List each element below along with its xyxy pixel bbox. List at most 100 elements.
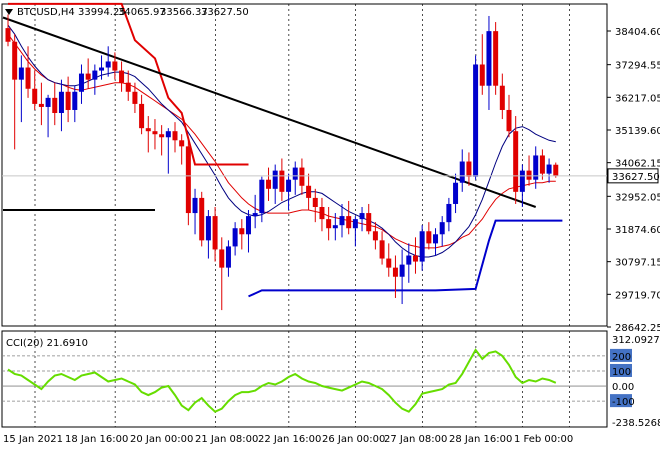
candle-body	[319, 206, 325, 220]
candle-body	[352, 219, 358, 229]
candle-body	[45, 97, 51, 107]
candle-body	[92, 70, 98, 80]
candle-body	[279, 170, 285, 192]
candle-body	[219, 249, 225, 268]
candle-body	[372, 231, 378, 241]
chart-header: BTCUSD,H4 33994.25 34065.97 33566.37 336…	[5, 7, 249, 18]
candle-body	[172, 131, 178, 141]
candle-body	[459, 161, 465, 183]
candle-body	[119, 70, 125, 83]
candle-body	[32, 88, 38, 104]
time-tick-label: 18 Jan 16:00	[65, 434, 128, 445]
price-axis: 38404.60 37294.55 36217.05 35139.60 34062.15…	[2, 27, 660, 334]
candle-body	[286, 179, 292, 192]
candle-body	[386, 258, 392, 268]
candle-body	[12, 41, 18, 80]
price-tick-label: 38404.60	[615, 27, 660, 38]
candle-body	[346, 216, 352, 229]
candle-body	[326, 219, 332, 229]
candle-body	[439, 222, 445, 235]
header-high: 34065.97	[118, 7, 166, 18]
candle-body	[486, 31, 492, 86]
candle-body	[526, 170, 532, 180]
current-price-tag	[607, 168, 659, 184]
header-low: 33566.37	[160, 7, 208, 18]
price-tick-label: 29719.70	[615, 290, 660, 301]
candle-body	[145, 128, 151, 132]
candle-body	[332, 225, 338, 229]
time-axis: 15 Jan 2021 18 Jan 16:00 20 Jan 00:00 21 Ja…	[3, 434, 573, 445]
cci-line	[7, 348, 557, 413]
cci-tick-label: 0.00	[612, 382, 634, 393]
candle-body	[506, 109, 512, 132]
header-close: 33627.50	[201, 7, 249, 18]
moving-average-line	[7, 33, 556, 249]
candle-body	[212, 216, 218, 250]
candle-body	[292, 167, 298, 180]
candle-body	[539, 155, 545, 174]
trend-line	[8, 2, 249, 166]
candle-body	[312, 197, 318, 207]
candle-body	[159, 134, 165, 138]
candle-body	[245, 216, 251, 235]
candle-body	[392, 267, 398, 277]
candle-body	[125, 82, 131, 92]
time-tick-label: 1 Feb 00:00	[514, 434, 573, 445]
candle-body	[78, 73, 84, 92]
cci-indicator: 312.0927 200 100 0.00 -100 -238.5268	[2, 335, 660, 429]
cci-tick-label: 200	[612, 352, 631, 363]
candle-body	[52, 97, 58, 114]
candle-body	[18, 67, 24, 80]
cci-level-tag	[610, 394, 632, 408]
time-tick-label: 15 Jan 2021	[3, 434, 63, 445]
candle-body	[272, 170, 278, 189]
cci-tick-label: -100	[612, 397, 635, 408]
time-tick-label: 28 Jan 16:00	[449, 434, 512, 445]
cci-label: CCI(20) 21.6910	[6, 338, 88, 349]
trend-line	[248, 219, 563, 298]
candle-body	[105, 61, 111, 68]
candle-body	[252, 213, 258, 217]
candle-body	[479, 64, 485, 86]
candle-body	[419, 231, 425, 262]
candle-body	[306, 185, 312, 198]
candle-body	[185, 146, 191, 214]
time-tick-label: 27 Jan 08:00	[384, 434, 447, 445]
cci-tick-label: 312.0927	[612, 335, 660, 346]
candle-body	[446, 203, 452, 223]
candle-body	[205, 216, 211, 241]
candle-body	[339, 216, 345, 226]
current-price-label: 33627.50	[612, 172, 660, 183]
price-tick-label: 35139.60	[615, 126, 660, 137]
candle-body	[533, 155, 539, 180]
candle-body	[519, 170, 525, 192]
candle-body	[406, 255, 412, 265]
candle-body	[499, 85, 505, 110]
time-tick-label: 20 Jan 00:00	[130, 434, 193, 445]
price-tick-label: 34062.15	[615, 159, 660, 170]
candle-body	[38, 103, 44, 107]
moving-averages	[7, 24, 556, 258]
candle-body	[152, 131, 158, 135]
time-tick-label: 26 Jan 00:00	[322, 434, 385, 445]
candle-body	[366, 213, 372, 232]
cci-level-tag	[610, 363, 632, 377]
candles	[5, 14, 559, 311]
collapse-triangle-icon[interactable]	[5, 9, 13, 15]
candle-body	[553, 164, 559, 176]
header-open: 33994.25	[78, 7, 126, 18]
candle-body	[85, 73, 91, 80]
candle-body	[259, 179, 265, 214]
candle-body	[266, 179, 272, 189]
header-symbol: BTCUSD,H4	[17, 7, 75, 18]
price-tick-label: 30797.15	[615, 258, 660, 269]
candle-body	[72, 91, 78, 110]
price-tick-label: 36217.05	[615, 93, 660, 104]
moving-average-line	[7, 24, 556, 258]
candle-body	[379, 240, 385, 259]
candle-body	[412, 255, 418, 262]
candle-body	[473, 64, 479, 177]
cci-tick-label: 100	[612, 367, 631, 378]
candle-body	[453, 182, 459, 204]
